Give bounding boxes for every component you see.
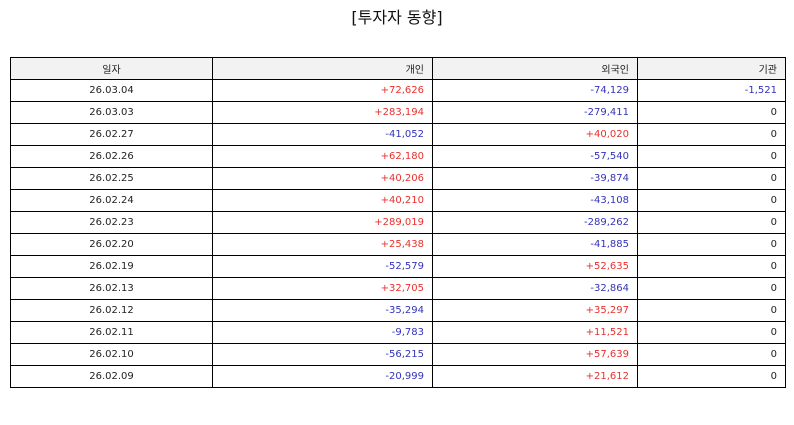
table-row: 26.03.04 +72,626 -74,129 -1,521 [10,79,786,102]
cell-foreign: +40,020 [432,123,638,146]
cell-individual: +283,194 [212,101,433,124]
page-title: [투자자 동향] [351,8,443,27]
cell-date: 26.02.26 [10,145,213,168]
cell-date: 26.02.09 [10,365,213,388]
cell-individual: +289,019 [212,211,433,234]
cell-individual: +62,180 [212,145,433,168]
cell-foreign: -41,885 [432,233,638,256]
cell-individual: +32,705 [212,277,433,300]
cell-institution: 0 [637,211,786,234]
cell-institution: 0 [637,277,786,300]
cell-individual: -41,052 [212,123,433,146]
cell-institution: 0 [637,299,786,322]
table-row: 26.02.12 -35,294 +35,297 0 [10,299,786,322]
table-row: 26.02.19 -52,579 +52,635 0 [10,255,786,278]
cell-individual: +40,206 [212,167,433,190]
cell-institution: 0 [637,233,786,256]
cell-institution: 0 [637,123,786,146]
table-row: 26.02.13 +32,705 -32,864 0 [10,277,786,300]
cell-date: 26.02.13 [10,277,213,300]
table-row: 26.02.10 -56,215 +57,639 0 [10,343,786,366]
cell-institution: 0 [637,343,786,366]
table-row: 26.02.11 -9,783 +11,521 0 [10,321,786,344]
table-row: 26.02.09 -20,999 +21,612 0 [10,365,786,388]
cell-foreign: -39,874 [432,167,638,190]
cell-individual: +72,626 [212,79,433,102]
cell-foreign: -279,411 [432,101,638,124]
header-institution: 기관 [637,57,786,80]
cell-foreign: +21,612 [432,365,638,388]
cell-date: 26.02.10 [10,343,213,366]
cell-individual: +25,438 [212,233,433,256]
cell-date: 26.02.12 [10,299,213,322]
table-row: 26.02.23 +289,019 -289,262 0 [10,211,786,234]
table-row: 26.02.27 -41,052 +40,020 0 [10,123,786,146]
table-row: 26.02.24 +40,210 -43,108 0 [10,189,786,212]
cell-institution: 0 [637,321,786,344]
cell-foreign: +35,297 [432,299,638,322]
cell-institution: -1,521 [637,79,786,102]
cell-date: 26.02.27 [10,123,213,146]
cell-foreign: +57,639 [432,343,638,366]
header-date: 일자 [10,57,213,80]
table-header-row: 일자 개인 외국인 기관 [10,57,786,80]
cell-individual: +40,210 [212,189,433,212]
cell-date: 26.02.11 [10,321,213,344]
cell-date: 26.02.25 [10,167,213,190]
cell-foreign: -289,262 [432,211,638,234]
cell-date: 26.02.20 [10,233,213,256]
cell-date: 26.03.04 [10,79,213,102]
header-foreign: 외국인 [432,57,638,80]
cell-institution: 0 [637,189,786,212]
cell-foreign: -32,864 [432,277,638,300]
cell-institution: 0 [637,101,786,124]
cell-foreign: +11,521 [432,321,638,344]
cell-date: 26.02.19 [10,255,213,278]
cell-date: 26.03.03 [10,101,213,124]
cell-individual: -52,579 [212,255,433,278]
table-row: 26.02.26 +62,180 -57,540 0 [10,145,786,168]
table-row: 26.02.20 +25,438 -41,885 0 [10,233,786,256]
header-individual: 개인 [212,57,433,80]
cell-individual: -35,294 [212,299,433,322]
cell-foreign: +52,635 [432,255,638,278]
cell-institution: 0 [637,255,786,278]
cell-foreign: -43,108 [432,189,638,212]
cell-institution: 0 [637,145,786,168]
cell-individual: -9,783 [212,321,433,344]
cell-date: 26.02.24 [10,189,213,212]
cell-institution: 0 [637,167,786,190]
table-row: 26.03.03 +283,194 -279,411 0 [10,101,786,124]
cell-individual: -56,215 [212,343,433,366]
cell-institution: 0 [637,365,786,388]
investor-trend-table: 일자 개인 외국인 기관 26.03.04 +72,626 -74,129 -1,52… [10,57,786,388]
cell-foreign: -57,540 [432,145,638,168]
cell-date: 26.02.23 [10,211,213,234]
cell-individual: -20,999 [212,365,433,388]
table-body: 26.03.04 +72,626 -74,129 -1,521 26.03.03 +283… [10,79,786,388]
cell-foreign: -74,129 [432,79,638,102]
table-row: 26.02.25 +40,206 -39,874 0 [10,167,786,190]
